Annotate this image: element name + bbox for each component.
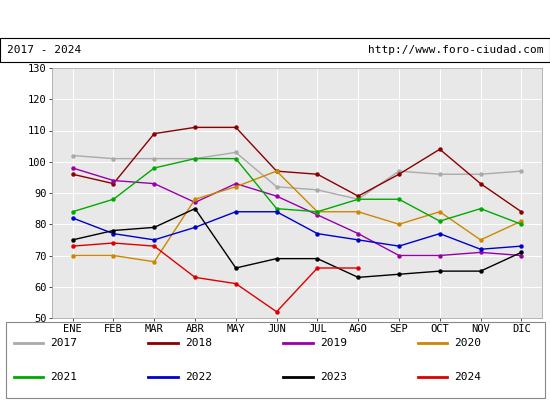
Text: 2017 - 2024: 2017 - 2024	[7, 45, 81, 55]
Point	[310, 341, 316, 346]
Text: 2024: 2024	[454, 372, 481, 382]
Text: 2020: 2020	[454, 338, 481, 348]
Point	[280, 374, 287, 379]
Text: 2018: 2018	[185, 338, 212, 348]
Point	[40, 374, 47, 379]
Text: 2019: 2019	[320, 338, 346, 348]
Point	[145, 341, 152, 346]
Text: 2023: 2023	[320, 372, 346, 382]
Text: http://www.foro-ciudad.com: http://www.foro-ciudad.com	[368, 45, 543, 55]
Point	[310, 374, 316, 379]
Point	[280, 341, 287, 346]
Point	[175, 341, 182, 346]
Point	[40, 341, 47, 346]
Point	[10, 374, 17, 379]
Text: 2021: 2021	[50, 372, 77, 382]
Point	[145, 374, 152, 379]
Point	[444, 374, 451, 379]
Point	[444, 341, 451, 346]
Text: 2022: 2022	[185, 372, 212, 382]
Point	[415, 374, 421, 379]
Text: Evolucion del paro registrado en Portillo: Evolucion del paro registrado en Portill…	[129, 12, 421, 26]
Point	[415, 341, 421, 346]
Point	[175, 374, 182, 379]
Point	[10, 341, 17, 346]
Text: 2017: 2017	[50, 338, 77, 348]
